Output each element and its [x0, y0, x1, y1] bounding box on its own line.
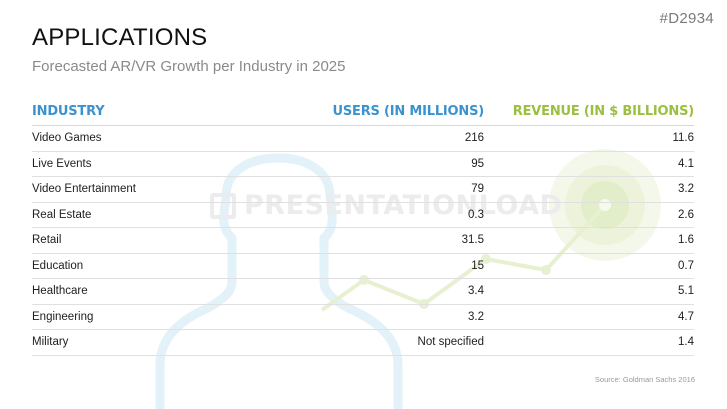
cell-industry: Healthcare — [32, 278, 332, 305]
cell-industry: Real Estate — [32, 202, 332, 228]
cell-industry: Military — [32, 329, 332, 356]
header-revenue: REVENUE (IN $ BILLIONS) — [484, 97, 694, 126]
table-row: Engineering 3.2 4.7 — [32, 304, 694, 330]
cell-revenue: 2.6 — [484, 202, 694, 228]
table-row: Healthcare 3.4 5.1 — [32, 278, 694, 305]
cell-revenue: 5.1 — [484, 278, 694, 305]
cell-users: 3.4 — [332, 278, 484, 305]
table-row: Military Not specified 1.4 — [32, 329, 694, 356]
table-row: Real Estate 0.3 2.6 — [32, 202, 694, 228]
cell-users: 95 — [332, 151, 484, 177]
cell-industry: Engineering — [32, 304, 332, 330]
cell-industry: Video Games — [32, 125, 332, 152]
cell-revenue: 0.7 — [484, 253, 694, 279]
source-note: Source: Goldman Sachs 2016 — [595, 375, 695, 384]
table-header-row: INDUSTRY USERS (IN MILLIONS) REVENUE (IN… — [32, 97, 694, 126]
table-row: Video Entertainment 79 3.2 — [32, 176, 694, 203]
cell-revenue: 4.7 — [484, 304, 694, 330]
cell-users: 31.5 — [332, 227, 484, 254]
page-title: APPLICATIONS — [32, 24, 208, 51]
cell-industry: Retail — [32, 227, 332, 254]
cell-users: 3.2 — [332, 304, 484, 330]
cell-users: 0.3 — [332, 202, 484, 228]
industry-table: INDUSTRY USERS (IN MILLIONS) REVENUE (IN… — [32, 97, 694, 356]
cell-revenue: 1.4 — [484, 329, 694, 356]
page-subtitle: Forecasted AR/VR Growth per Industry in … — [32, 58, 346, 75]
cell-users: 15 — [332, 253, 484, 279]
cell-revenue: 11.6 — [484, 125, 694, 152]
table-row: Education 15 0.7 — [32, 253, 694, 279]
slide-id: #D2934 — [659, 10, 714, 27]
cell-industry: Education — [32, 253, 332, 279]
header-industry: INDUSTRY — [32, 97, 332, 126]
cell-users: Not specified — [332, 329, 484, 356]
cell-revenue: 4.1 — [484, 151, 694, 177]
header-users: USERS (IN MILLIONS) — [332, 97, 484, 126]
cell-industry: Live Events — [32, 151, 332, 177]
table-row: Retail 31.5 1.6 — [32, 227, 694, 254]
cell-users: 79 — [332, 176, 484, 203]
cell-revenue: 3.2 — [484, 176, 694, 203]
source-text: Goldman Sachs 2016 — [622, 375, 695, 384]
table-row: Live Events 95 4.1 — [32, 151, 694, 177]
table-row: Video Games 216 11.6 — [32, 125, 694, 152]
source-label: Source: — [594, 375, 621, 384]
cell-users: 216 — [332, 125, 484, 152]
cell-industry: Video Entertainment — [32, 176, 332, 203]
cell-revenue: 1.6 — [484, 227, 694, 254]
